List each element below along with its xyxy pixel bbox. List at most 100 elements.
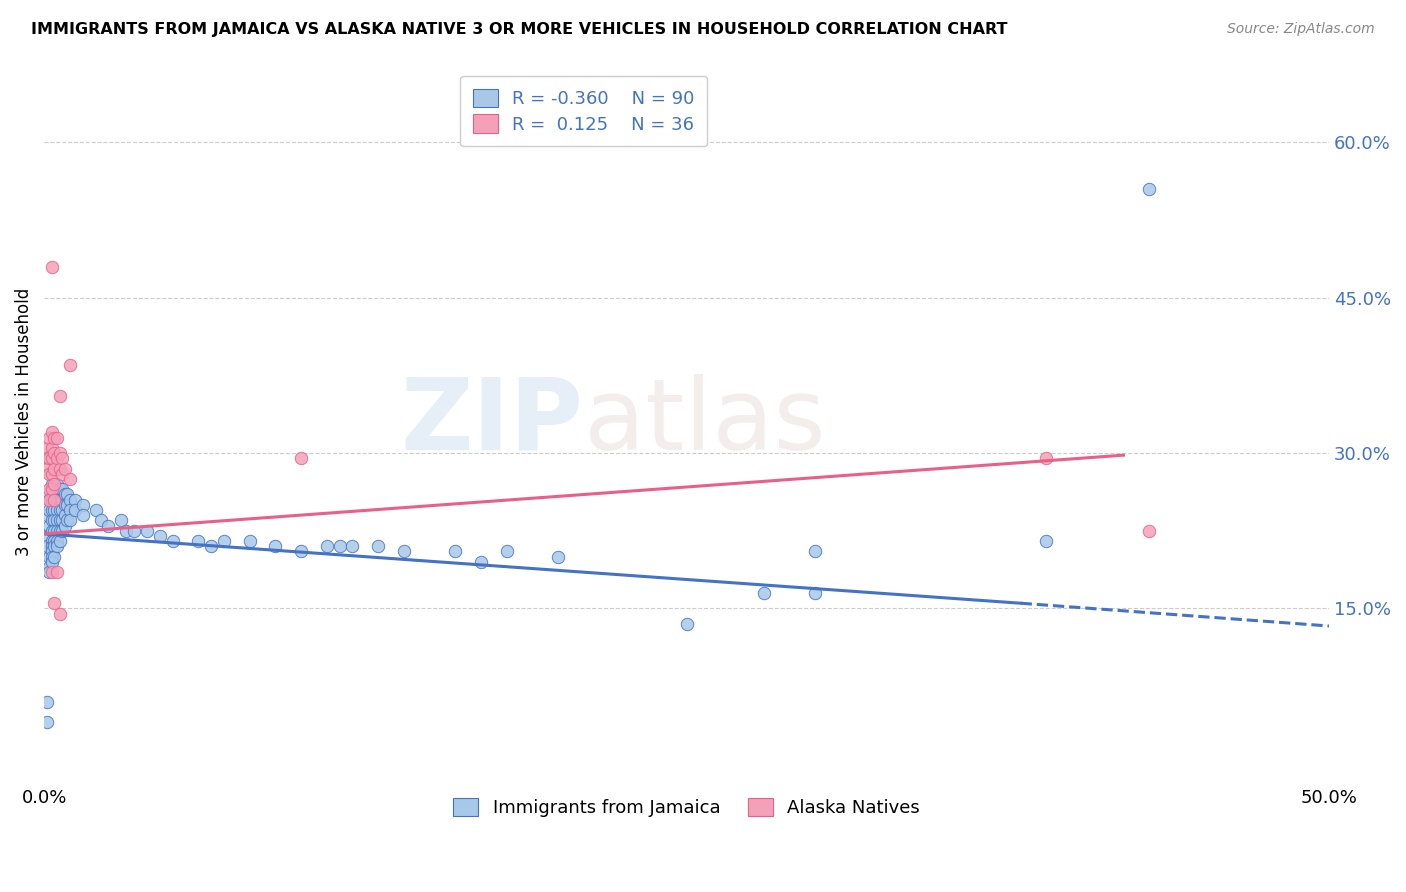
Point — [35, 539, 58, 553]
Point — [367, 539, 389, 553]
Point — [48, 446, 70, 460]
Point — [41, 503, 63, 517]
Point — [44, 503, 66, 517]
Point — [35, 529, 58, 543]
Point — [97, 518, 120, 533]
Point — [44, 549, 66, 564]
Point — [1137, 182, 1160, 196]
Point — [41, 549, 63, 564]
Legend: Immigrants from Jamaica, Alaska Natives: Immigrants from Jamaica, Alaska Natives — [444, 789, 929, 826]
Point — [162, 534, 184, 549]
Point — [41, 483, 63, 497]
Point — [59, 492, 82, 507]
Point — [35, 441, 58, 455]
Point — [46, 431, 69, 445]
Point — [675, 616, 697, 631]
Point — [46, 524, 69, 538]
Point — [63, 492, 86, 507]
Point — [200, 539, 222, 553]
Point — [53, 508, 76, 523]
Point — [44, 534, 66, 549]
Point — [41, 524, 63, 538]
Point — [41, 492, 63, 507]
Point — [41, 539, 63, 553]
Point — [72, 498, 94, 512]
Point — [41, 477, 63, 491]
Point — [51, 503, 73, 517]
Point — [44, 477, 66, 491]
Point — [48, 492, 70, 507]
Point — [38, 565, 60, 579]
Point — [38, 549, 60, 564]
Point — [41, 441, 63, 455]
Point — [46, 513, 69, 527]
Point — [804, 586, 827, 600]
Point — [48, 534, 70, 549]
Point — [44, 492, 66, 507]
Point — [41, 544, 63, 558]
Point — [59, 513, 82, 527]
Point — [35, 695, 58, 709]
Y-axis label: 3 or more Vehicles in Household: 3 or more Vehicles in Household — [15, 288, 32, 556]
Point — [48, 524, 70, 538]
Point — [547, 549, 569, 564]
Point — [44, 513, 66, 527]
Point — [44, 431, 66, 445]
Point — [51, 524, 73, 538]
Point — [59, 358, 82, 372]
Point — [46, 492, 69, 507]
Point — [290, 544, 312, 558]
Point — [41, 534, 63, 549]
Point — [187, 534, 209, 549]
Point — [38, 503, 60, 517]
Point — [212, 534, 235, 549]
Point — [48, 503, 70, 517]
Point — [329, 539, 352, 553]
Point — [35, 715, 58, 730]
Point — [38, 492, 60, 507]
Point — [53, 461, 76, 475]
Point — [38, 451, 60, 466]
Point — [470, 555, 492, 569]
Point — [264, 539, 287, 553]
Point — [44, 483, 66, 497]
Point — [46, 539, 69, 553]
Point — [51, 451, 73, 466]
Point — [48, 513, 70, 527]
Point — [53, 487, 76, 501]
Point — [63, 503, 86, 517]
Text: Source: ZipAtlas.com: Source: ZipAtlas.com — [1227, 22, 1375, 37]
Point — [35, 451, 58, 466]
Point — [90, 513, 112, 527]
Point — [56, 498, 79, 512]
Point — [48, 389, 70, 403]
Point — [53, 498, 76, 512]
Point — [51, 513, 73, 527]
Point — [41, 451, 63, 466]
Point — [41, 260, 63, 274]
Point — [149, 529, 172, 543]
Point — [46, 534, 69, 549]
Point — [44, 539, 66, 553]
Point — [110, 513, 132, 527]
Point — [59, 503, 82, 517]
Point — [56, 487, 79, 501]
Point — [38, 483, 60, 497]
Point — [41, 425, 63, 440]
Point — [48, 461, 70, 475]
Point — [342, 539, 364, 553]
Point — [51, 492, 73, 507]
Point — [51, 467, 73, 481]
Point — [44, 596, 66, 610]
Point — [48, 607, 70, 621]
Point — [495, 544, 517, 558]
Text: ZIP: ZIP — [401, 374, 583, 470]
Point — [46, 477, 69, 491]
Point — [444, 544, 467, 558]
Point — [44, 524, 66, 538]
Point — [41, 565, 63, 579]
Point — [1137, 524, 1160, 538]
Text: IMMIGRANTS FROM JAMAICA VS ALASKA NATIVE 3 OR MORE VEHICLES IN HOUSEHOLD CORRELA: IMMIGRANTS FROM JAMAICA VS ALASKA NATIVE… — [31, 22, 1008, 37]
Point — [1035, 451, 1057, 466]
Point — [38, 518, 60, 533]
